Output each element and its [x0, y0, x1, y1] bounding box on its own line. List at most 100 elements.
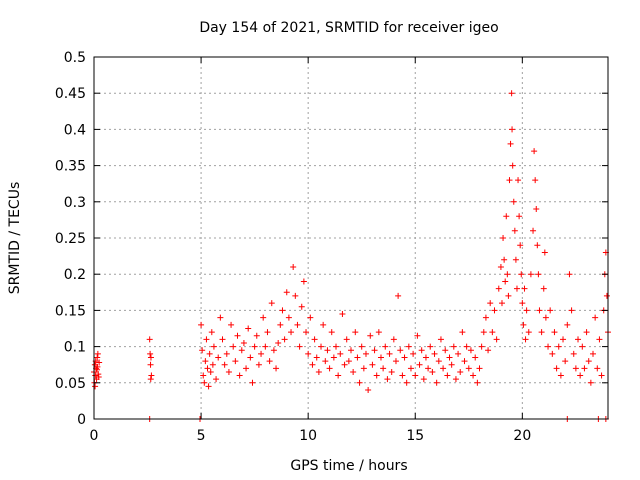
- data-point: [407, 365, 414, 372]
- y-tick-label: 0.05: [55, 376, 86, 392]
- data-point: [531, 148, 538, 155]
- data-point: [461, 358, 468, 365]
- x-tick-label: 15: [406, 428, 424, 444]
- data-point: [590, 350, 597, 357]
- data-point: [433, 379, 440, 386]
- data-point: [527, 271, 534, 278]
- data-point: [515, 177, 522, 184]
- data-point: [501, 256, 508, 263]
- data-point: [354, 354, 361, 361]
- data-point: [579, 343, 586, 350]
- data-point: [482, 314, 489, 321]
- data-point: [275, 339, 282, 346]
- data-point: [603, 292, 610, 299]
- data-point: [511, 227, 518, 234]
- data-point: [147, 361, 154, 368]
- data-point: [230, 343, 237, 350]
- data-point: [377, 354, 384, 361]
- data-point: [247, 354, 254, 361]
- x-tick-label: 5: [197, 428, 206, 444]
- data-point: [307, 314, 314, 321]
- data-point: [440, 365, 447, 372]
- data-point: [352, 329, 359, 336]
- data-point: [581, 365, 588, 372]
- data-point: [540, 285, 547, 292]
- data-point: [474, 379, 481, 386]
- data-point: [234, 332, 241, 339]
- data-point: [448, 361, 455, 368]
- data-point: [288, 329, 295, 336]
- data-point: [562, 358, 569, 365]
- data-point: [147, 354, 154, 361]
- data-point: [147, 376, 154, 383]
- data-point: [279, 307, 286, 314]
- data-point: [587, 379, 594, 386]
- data-point: [373, 372, 380, 379]
- y-tick-label: 0.15: [55, 303, 86, 319]
- data-point: [318, 343, 325, 350]
- data-point: [551, 329, 558, 336]
- data-point: [292, 292, 299, 299]
- data-point: [397, 347, 404, 354]
- data-point: [533, 206, 540, 213]
- data-point: [568, 307, 575, 314]
- data-point: [245, 325, 252, 332]
- x-tick-label: 20: [513, 428, 531, 444]
- data-point: [290, 263, 297, 270]
- x-tick-label: 10: [299, 428, 317, 444]
- data-point: [480, 329, 487, 336]
- data-point: [505, 292, 512, 299]
- chart-title: Day 154 of 2021, SRMTID for receiver ige…: [199, 20, 498, 36]
- data-point: [431, 350, 438, 357]
- data-point: [296, 343, 303, 350]
- data-point: [455, 350, 462, 357]
- data-point: [535, 271, 542, 278]
- data-point: [566, 271, 573, 278]
- data-point: [518, 271, 525, 278]
- y-tick-label: 0.5: [64, 50, 86, 66]
- data-point: [521, 285, 528, 292]
- data-point: [206, 350, 213, 357]
- data-point: [371, 347, 378, 354]
- data-point: [277, 321, 284, 328]
- data-point: [243, 365, 250, 372]
- data-point: [504, 271, 511, 278]
- data-point: [147, 350, 154, 357]
- data-point: [507, 140, 514, 147]
- grid: [94, 57, 608, 419]
- data-point: [281, 336, 288, 343]
- data-point: [294, 321, 301, 328]
- data-point: [268, 300, 275, 307]
- data-point: [322, 358, 329, 365]
- data-point: [416, 361, 423, 368]
- data-point: [541, 249, 548, 256]
- data-point: [258, 350, 265, 357]
- data-point: [444, 372, 451, 379]
- data-point: [465, 365, 472, 372]
- data-point: [549, 350, 556, 357]
- data-point: [362, 350, 369, 357]
- data-point: [205, 383, 212, 390]
- data-point: [375, 329, 382, 336]
- data-point: [341, 361, 348, 368]
- data-point: [262, 343, 269, 350]
- data-point: [538, 329, 545, 336]
- data-point: [395, 292, 402, 299]
- data-point: [418, 347, 425, 354]
- data-point: [497, 263, 504, 270]
- data-point: [365, 387, 372, 394]
- data-point: [94, 354, 101, 361]
- data-point: [201, 379, 208, 386]
- data-point: [260, 314, 267, 321]
- data-point: [92, 383, 99, 390]
- data-point: [94, 363, 101, 370]
- data-point: [217, 314, 224, 321]
- data-point: [459, 329, 466, 336]
- data-point: [215, 354, 222, 361]
- data-point: [425, 365, 432, 372]
- data-point: [410, 350, 417, 357]
- data-point: [489, 329, 496, 336]
- data-point: [512, 256, 519, 263]
- data-point: [324, 347, 331, 354]
- data-point: [311, 336, 318, 343]
